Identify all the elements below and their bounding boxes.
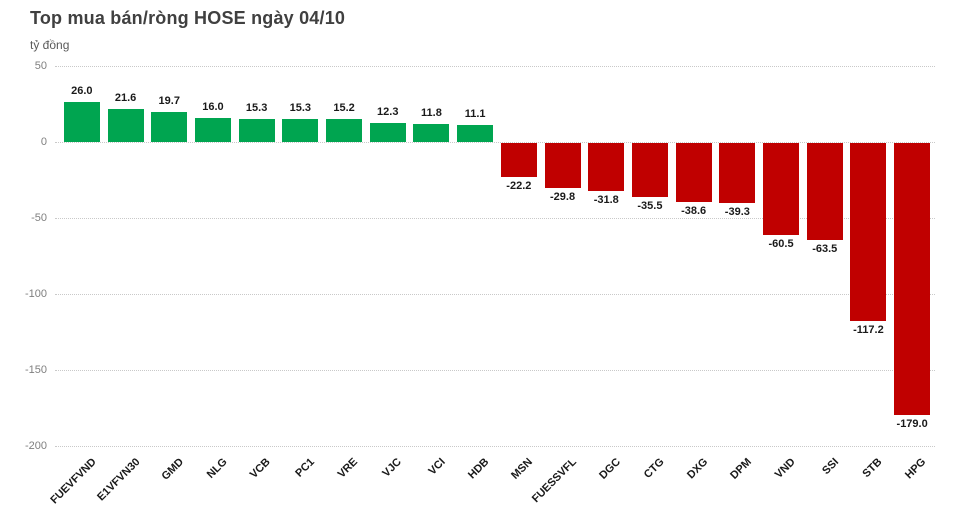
value-label: -117.2 bbox=[853, 324, 884, 337]
value-label: 12.3 bbox=[377, 106, 399, 119]
gridline bbox=[55, 142, 935, 143]
bar-ctg bbox=[631, 143, 668, 197]
bar-vcb bbox=[238, 118, 275, 142]
value-label: 11.1 bbox=[464, 108, 486, 121]
bar-dgc bbox=[588, 143, 625, 192]
value-label: 11.8 bbox=[421, 107, 442, 120]
x-axis-label: FUEVFVND bbox=[47, 456, 99, 507]
y-tick-label: -50 bbox=[31, 211, 47, 224]
gridline bbox=[55, 370, 935, 371]
x-axis-label: VCI bbox=[426, 456, 448, 478]
bar-dpm bbox=[719, 143, 756, 203]
x-axis-label: MSN bbox=[509, 456, 536, 482]
value-label: 15.2 bbox=[333, 101, 355, 114]
value-label: 16.0 bbox=[202, 100, 224, 113]
value-label: 21.6 bbox=[114, 92, 137, 105]
x-axis-label: VND bbox=[772, 456, 798, 481]
x-axis-label: GMD bbox=[159, 456, 186, 483]
bar-hdb bbox=[457, 125, 494, 142]
bar-fuessvfl bbox=[544, 143, 581, 189]
y-tick-label: -200 bbox=[24, 439, 47, 452]
x-axis-label: HPG bbox=[903, 456, 929, 482]
bar-vjc bbox=[369, 123, 406, 142]
value-label: -22.2 bbox=[506, 179, 532, 192]
bar-gmd bbox=[151, 112, 188, 142]
value-label: -60.5 bbox=[768, 237, 794, 250]
x-axis-label: DGC bbox=[596, 456, 623, 482]
x-axis-label: NLG bbox=[204, 456, 230, 481]
x-axis-label: SSI bbox=[820, 456, 842, 478]
bar-e1vfvn30 bbox=[107, 109, 144, 142]
gridline bbox=[55, 294, 935, 295]
value-label: -38.6 bbox=[681, 204, 707, 217]
bar-fuevfvnd bbox=[63, 102, 100, 142]
x-axis-label: VRE bbox=[336, 456, 361, 481]
value-label: -179.0 bbox=[896, 418, 928, 431]
x-axis-label: HDB bbox=[466, 456, 492, 482]
value-label: 19.7 bbox=[158, 95, 180, 108]
x-axis-label: PC1 bbox=[293, 456, 317, 480]
value-label: -39.3 bbox=[724, 205, 750, 218]
bar-vnd bbox=[763, 143, 800, 235]
bar-stb bbox=[850, 143, 887, 322]
y-tick-label: 0 bbox=[40, 135, 47, 148]
x-axis-label: DXG bbox=[684, 456, 711, 482]
gridline bbox=[55, 66, 935, 67]
y-axis-unit-label: tỷ đồng bbox=[30, 38, 70, 52]
y-tick-label: -100 bbox=[24, 287, 47, 300]
x-axis-label: STB bbox=[860, 456, 885, 481]
x-axis-label: VCB bbox=[248, 456, 274, 481]
value-label: -29.8 bbox=[550, 191, 576, 204]
value-label: 15.3 bbox=[289, 101, 312, 114]
y-tick-label: -150 bbox=[24, 363, 47, 376]
y-tick-label: 50 bbox=[34, 59, 47, 72]
x-axis-label: FUESSVFL bbox=[529, 456, 580, 506]
value-label: -35.5 bbox=[637, 199, 663, 212]
bar-vre bbox=[326, 118, 363, 142]
bar-nlg bbox=[194, 117, 231, 142]
chart-title: Top mua bán/ròng HOSE ngày 04/10 bbox=[30, 8, 346, 28]
x-axis-label: VJC bbox=[380, 456, 405, 480]
gridline bbox=[55, 446, 935, 447]
bar-dxg bbox=[675, 143, 712, 202]
bar-vci bbox=[413, 124, 450, 142]
value-label: 15.3 bbox=[245, 101, 268, 114]
x-axis-label: CTG bbox=[641, 456, 667, 481]
gridline bbox=[55, 218, 935, 219]
bar-pc1 bbox=[282, 118, 319, 142]
value-label: -63.5 bbox=[812, 242, 838, 255]
bar-ssi bbox=[806, 143, 843, 240]
bar-hpg bbox=[894, 143, 931, 416]
value-label: -31.8 bbox=[593, 194, 619, 207]
bar-msn bbox=[500, 143, 537, 177]
value-label: 26.0 bbox=[71, 85, 93, 98]
x-axis-label: DPM bbox=[728, 456, 754, 482]
x-axis-label: E1VFVN30 bbox=[94, 456, 143, 504]
